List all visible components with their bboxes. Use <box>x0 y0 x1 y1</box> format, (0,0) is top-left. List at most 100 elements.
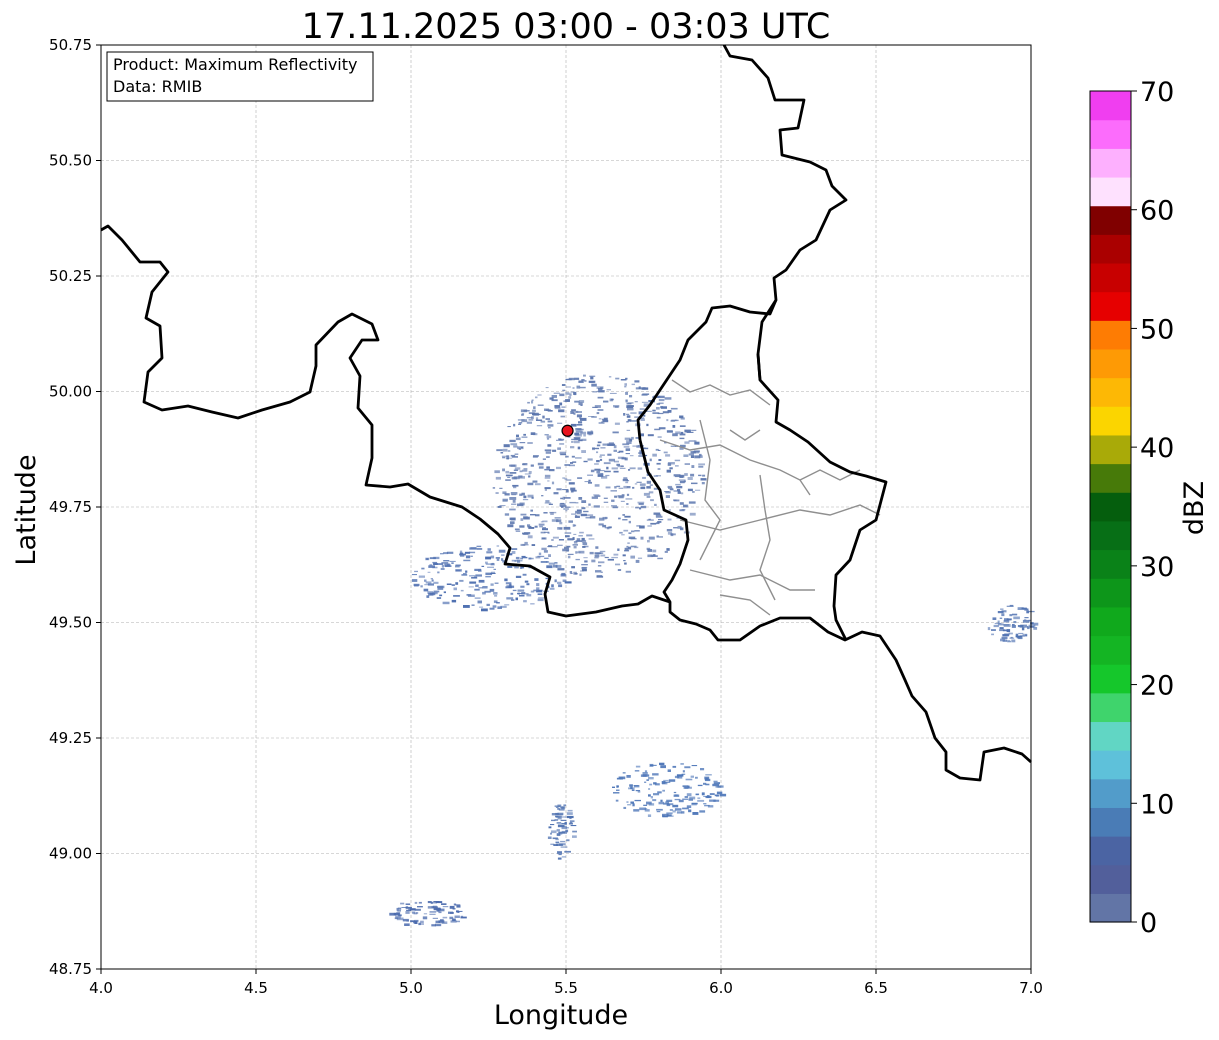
radar-echo-cell <box>496 602 500 604</box>
radar-echo-cell <box>1001 636 1008 640</box>
colorbar-cell <box>1090 836 1131 866</box>
radar-echo-cell <box>570 462 574 464</box>
radar-echo-cell <box>583 434 586 437</box>
radar-echo-cell <box>674 794 678 796</box>
radar-echo-cell <box>565 510 568 512</box>
radar-echo-cell <box>1001 610 1007 613</box>
radar-echo-cell <box>543 550 548 553</box>
radar-echo-cell <box>649 783 653 786</box>
radar-echo-cell <box>583 545 589 548</box>
radar-echo-cell <box>639 525 645 529</box>
y-tick-label: 50.00 <box>49 383 92 401</box>
radar-echo-cell <box>549 397 554 400</box>
radar-echo-cell <box>567 538 574 541</box>
radar-cell-southwest-strip <box>389 901 467 927</box>
radar-echo-cell <box>544 502 552 504</box>
radar-echo-cell <box>569 393 572 396</box>
colorbar-cell <box>1090 406 1131 436</box>
radar-echo-cell <box>666 812 673 815</box>
colorbar-tick-label: 20 <box>1140 671 1174 702</box>
radar-echo-cell <box>551 481 555 485</box>
y-tick-label: 50.25 <box>49 267 92 285</box>
radar-echo-cell <box>546 437 550 440</box>
radar-echo-cell <box>528 412 536 414</box>
radar-echo-cell <box>502 456 506 459</box>
radar-echo-cell <box>1020 624 1028 627</box>
radar-echo-cell <box>541 537 547 540</box>
radar-echo-cell <box>665 491 671 494</box>
radar-echo-cell <box>527 442 533 444</box>
radar-echo-cell <box>510 454 516 457</box>
radar-echo-cell <box>574 400 580 403</box>
radar-echo-cell <box>551 819 556 822</box>
radar-echo-cell <box>437 587 444 590</box>
radar-echo-cell <box>507 524 514 528</box>
radar-echo-cell <box>562 477 566 479</box>
radar-echo-cell <box>544 487 551 490</box>
radar-echo-cell <box>1001 613 1005 617</box>
region-boundary-4 <box>759 474 776 601</box>
radar-echo-cell <box>611 556 618 559</box>
radar-echo-cell <box>599 454 605 456</box>
radar-echo-cell <box>656 808 663 811</box>
radar-echo-cell <box>1018 632 1024 635</box>
radar-echo-cell <box>485 561 488 564</box>
radar-echo-cell <box>485 576 491 578</box>
radar-echo-cell <box>625 453 630 455</box>
colorbar-cell <box>1090 91 1131 121</box>
x-tick-label: 4.0 <box>89 979 113 997</box>
radar-echo-cell <box>676 774 684 777</box>
radar-echo-cell <box>626 545 629 548</box>
radar-echo-cell <box>682 807 689 810</box>
radar-echo-cell <box>627 408 634 411</box>
radar-echo-cell <box>522 544 529 546</box>
radar-echo-cell <box>629 455 634 457</box>
radar-echo-cell <box>581 450 586 453</box>
radar-echo-cell <box>569 820 575 823</box>
radar-echo-cell <box>667 518 672 521</box>
radar-echo-cell <box>602 524 607 528</box>
radar-echo-cell <box>527 482 534 486</box>
radar-echo-cell <box>519 470 523 473</box>
radar-echo-cell <box>622 554 626 557</box>
radar-echo-cell <box>521 566 525 569</box>
radar-echo-cell <box>580 417 587 421</box>
radar-echo-cell <box>421 567 425 570</box>
radar-echo-cell <box>511 494 517 496</box>
colorbar-cell <box>1090 721 1131 751</box>
radar-echo-cell <box>559 393 565 397</box>
radar-echo-cell <box>691 765 698 767</box>
radar-echo-cell <box>634 416 642 418</box>
radar-echo-cell <box>560 840 566 843</box>
radar-echo-cell <box>531 400 534 404</box>
radar-echo-cell <box>551 546 558 548</box>
radar-echo-cell <box>532 480 538 483</box>
radar-echo-cell <box>634 770 640 772</box>
radar-echo-cell <box>545 387 549 389</box>
radar-echo-cell <box>443 591 446 594</box>
radar-echo-cell <box>652 549 657 553</box>
radar-echo-cell <box>670 407 678 410</box>
radar-echo-cell <box>612 431 619 434</box>
radar-echo-cell <box>598 418 602 420</box>
radar-echo-cell <box>593 505 600 508</box>
radar-echo-cell <box>441 562 449 564</box>
radar-echo-cell <box>502 448 508 452</box>
radar-echo-cell <box>463 559 471 562</box>
radar-echo-cell <box>431 579 434 582</box>
x-tick-label: 6.5 <box>864 979 888 997</box>
radar-echo-cell <box>460 916 467 919</box>
radar-echo-cell <box>668 509 671 511</box>
radar-echo-cell <box>678 479 686 481</box>
radar-echo-cell <box>521 555 526 558</box>
radar-echo-cell <box>427 571 431 573</box>
radar-echo-cell <box>465 555 471 559</box>
radar-echo-cell <box>433 590 440 593</box>
radar-echo-cell <box>628 419 632 421</box>
radar-echo-cell <box>437 908 445 912</box>
radar-echo-cell <box>570 487 576 491</box>
radar-echo-cell <box>656 536 663 538</box>
radar-echo-cell <box>514 528 520 531</box>
radar-echo-cell <box>447 563 451 566</box>
radar-echo-cell <box>626 493 630 496</box>
